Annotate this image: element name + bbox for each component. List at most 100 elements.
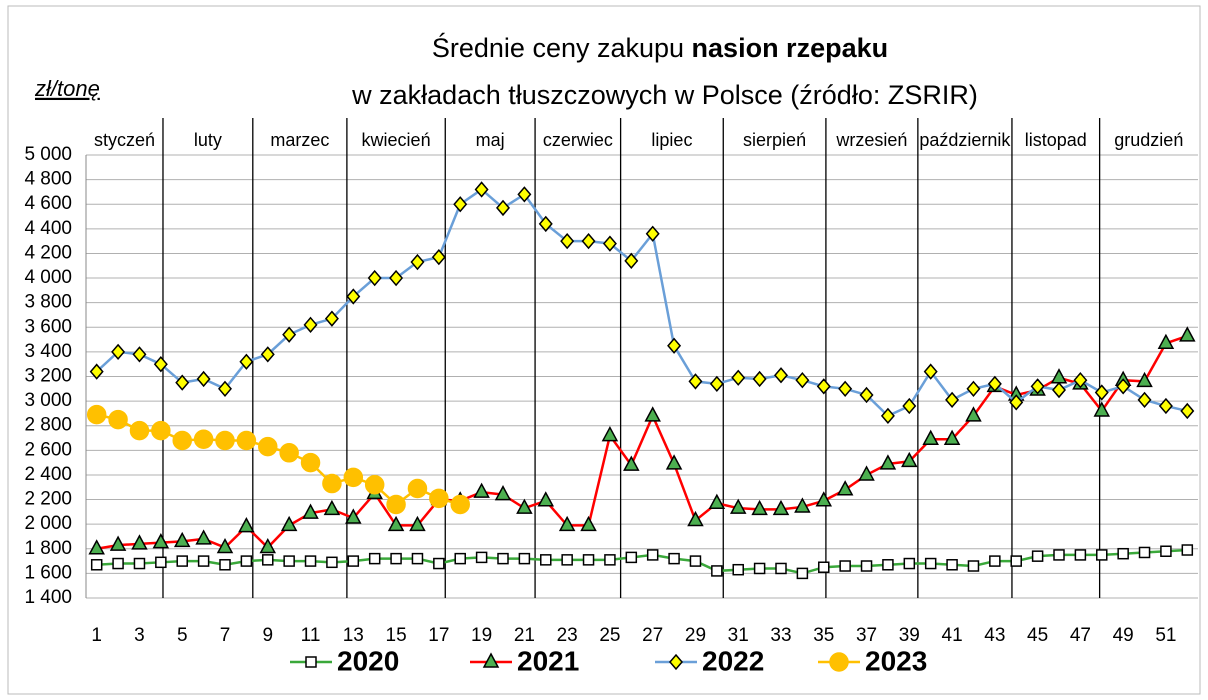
title-bold: nasion rzepaku xyxy=(692,33,889,63)
marker xyxy=(496,199,510,217)
marker xyxy=(923,363,938,380)
x-tick-label: 33 xyxy=(770,625,791,646)
marker xyxy=(794,497,811,513)
x-tick-label: 25 xyxy=(599,625,620,646)
y-tick-label: 4 400 xyxy=(24,218,72,239)
marker xyxy=(625,551,638,564)
legend-label: 2020 xyxy=(337,645,399,676)
y-tick-label: 3 600 xyxy=(24,316,72,337)
marker xyxy=(965,406,982,422)
marker xyxy=(1180,402,1195,420)
marker xyxy=(239,353,254,370)
marker xyxy=(946,559,958,571)
month-label: lipiec xyxy=(651,130,692,150)
subtitle: w zakładach tłuszczowych w Polsce (źródł… xyxy=(351,80,978,110)
x-tick-label: 27 xyxy=(642,625,663,646)
marker xyxy=(943,429,961,446)
y-tick-label: 3 400 xyxy=(24,341,72,362)
marker xyxy=(152,533,170,549)
y-tick-label: 2 800 xyxy=(24,415,72,436)
x-tick-label: 21 xyxy=(514,625,535,646)
marker xyxy=(1009,394,1024,411)
marker xyxy=(1117,547,1129,560)
month-label: sierpień xyxy=(743,130,806,150)
frame xyxy=(7,5,1201,695)
marker xyxy=(131,534,148,550)
marker xyxy=(796,567,809,580)
marker xyxy=(580,515,597,532)
x-tick-label: 31 xyxy=(728,625,749,646)
marker xyxy=(193,429,214,450)
series-line xyxy=(96,334,1188,551)
marker xyxy=(517,186,532,203)
marker xyxy=(473,482,490,498)
marker xyxy=(429,488,449,509)
marker xyxy=(219,559,231,571)
marker xyxy=(816,378,831,395)
month-label: grudzień xyxy=(1114,130,1183,150)
legend-item: 2020 xyxy=(290,645,399,676)
marker xyxy=(538,215,553,233)
marker xyxy=(623,455,640,471)
marker xyxy=(518,552,531,565)
marker xyxy=(775,562,787,575)
month-label: styczeń xyxy=(94,130,155,150)
marker xyxy=(111,343,126,361)
marker xyxy=(240,555,253,567)
marker xyxy=(836,480,854,496)
month-label: listopad xyxy=(1025,130,1087,150)
series xyxy=(89,181,1195,425)
marker xyxy=(300,452,321,473)
marker xyxy=(709,375,724,393)
marker xyxy=(324,310,339,327)
marker xyxy=(305,656,317,668)
marker xyxy=(922,429,939,446)
marker xyxy=(774,367,788,384)
marker xyxy=(347,555,360,567)
marker xyxy=(155,556,167,569)
marker xyxy=(482,652,500,668)
marker xyxy=(364,475,385,495)
x-tick-label: 49 xyxy=(1113,625,1134,646)
marker xyxy=(645,225,660,242)
month-label: luty xyxy=(194,130,222,150)
x-tick-label: 23 xyxy=(557,625,578,646)
y-tick-label: 1 400 xyxy=(24,587,72,608)
marker xyxy=(258,436,278,457)
marker xyxy=(326,556,338,569)
marker xyxy=(902,397,917,415)
marker xyxy=(172,430,192,451)
marker xyxy=(1074,549,1087,561)
marker xyxy=(282,326,297,343)
month-label: maj xyxy=(476,130,505,150)
series-line xyxy=(95,187,1188,418)
marker xyxy=(410,253,425,271)
marker xyxy=(687,510,704,527)
marker xyxy=(989,555,1001,567)
marker xyxy=(389,269,404,287)
marker xyxy=(453,196,468,213)
month-label: wrzesień xyxy=(835,130,907,150)
marker xyxy=(112,557,124,570)
marker xyxy=(175,374,190,391)
marker xyxy=(304,555,317,567)
series xyxy=(88,326,1196,555)
marker xyxy=(1010,555,1022,567)
y-tick-label: 4 200 xyxy=(24,242,72,263)
marker xyxy=(1030,378,1045,395)
marker xyxy=(1031,550,1044,562)
marker xyxy=(1138,546,1151,559)
marker xyxy=(665,454,683,470)
marker xyxy=(1096,549,1108,561)
y-tick-label: 2 000 xyxy=(24,513,72,534)
marker xyxy=(173,531,191,548)
marker xyxy=(966,380,981,397)
marker xyxy=(558,515,576,532)
y-tick-label: 3 200 xyxy=(24,366,72,387)
marker xyxy=(153,356,168,373)
marker xyxy=(1094,384,1109,401)
marker xyxy=(431,248,446,266)
marker xyxy=(669,653,683,671)
title-part: Średnie ceny zakupu xyxy=(432,31,692,63)
x-tick-label: 19 xyxy=(471,625,492,646)
